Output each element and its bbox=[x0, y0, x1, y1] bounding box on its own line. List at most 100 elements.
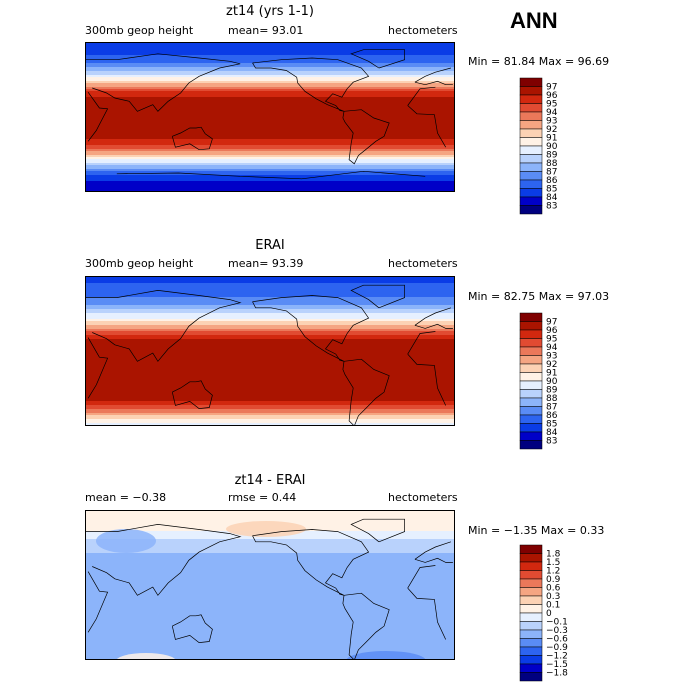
colorbar-tick-label: 90 bbox=[546, 142, 558, 152]
colorbar-tick-label: 89 bbox=[546, 151, 558, 161]
colorbar-swatch bbox=[519, 612, 543, 622]
field-band bbox=[86, 353, 454, 356]
colorbar-swatch bbox=[519, 655, 543, 665]
panel-3-map-field bbox=[86, 511, 454, 659]
field-band bbox=[86, 55, 454, 58]
field-band bbox=[86, 541, 454, 544]
field-band bbox=[86, 615, 454, 618]
colorbar-tick-label: −1.2 bbox=[546, 652, 568, 662]
colorbar-tick-label: 92 bbox=[546, 360, 557, 370]
field-band bbox=[86, 627, 454, 630]
field-band bbox=[86, 105, 454, 108]
field-band bbox=[86, 359, 454, 362]
field-band bbox=[86, 117, 454, 120]
field-band bbox=[86, 89, 454, 92]
panel-1-mean-label: mean= 93.01 bbox=[228, 24, 304, 37]
field-band bbox=[86, 119, 454, 122]
field-band bbox=[86, 415, 454, 418]
colorbar-tick-label: 90 bbox=[546, 377, 558, 387]
colorbar-swatch bbox=[519, 205, 543, 215]
field-band bbox=[86, 81, 454, 84]
field-band bbox=[86, 649, 454, 652]
field-band bbox=[86, 93, 454, 96]
field-band bbox=[86, 515, 454, 518]
field-band bbox=[86, 349, 454, 352]
field-band bbox=[86, 125, 454, 128]
field-band bbox=[86, 611, 454, 614]
field-band bbox=[86, 179, 454, 182]
field-band bbox=[86, 91, 454, 94]
field-band bbox=[86, 603, 454, 606]
field-band bbox=[86, 355, 454, 358]
colorbar-tick-label: 96 bbox=[546, 326, 558, 336]
field-band bbox=[86, 343, 454, 346]
field-band bbox=[86, 647, 454, 650]
field-band bbox=[86, 519, 454, 522]
field-band bbox=[86, 639, 454, 642]
field-band bbox=[86, 181, 454, 184]
coastline bbox=[87, 565, 447, 640]
colorbar-tick-label: 97 bbox=[546, 83, 557, 93]
field-band bbox=[86, 59, 454, 62]
colorbar-swatch bbox=[519, 77, 543, 87]
colorbar-tick-label: 86 bbox=[546, 411, 558, 421]
field-band bbox=[86, 579, 454, 582]
field-band bbox=[86, 283, 454, 286]
field-band bbox=[86, 419, 454, 422]
colorbar-swatch bbox=[519, 621, 543, 631]
field-band bbox=[86, 539, 454, 542]
colorbar-swatch bbox=[519, 672, 543, 682]
colorbar-tick-label: 83 bbox=[546, 437, 557, 447]
field-band bbox=[86, 141, 454, 144]
colorbar-swatch bbox=[519, 372, 543, 382]
field-band bbox=[86, 331, 454, 334]
colorbar-tick-label: 83 bbox=[546, 202, 557, 212]
field-band bbox=[86, 309, 454, 312]
field-band bbox=[86, 87, 454, 90]
field-band bbox=[86, 291, 454, 294]
field-band bbox=[86, 405, 454, 408]
field-band bbox=[86, 393, 454, 396]
field-band bbox=[86, 549, 454, 552]
colorbar-swatch bbox=[519, 389, 543, 399]
colorbar-swatch bbox=[519, 188, 543, 198]
panel-3-map bbox=[85, 510, 455, 660]
field-band bbox=[86, 99, 454, 102]
field-band bbox=[86, 351, 454, 354]
colorbar-tick-label: 1.5 bbox=[546, 558, 560, 568]
field-band bbox=[86, 401, 454, 404]
field-band bbox=[86, 47, 454, 50]
field-band bbox=[86, 43, 454, 46]
colorbar-swatch bbox=[519, 128, 543, 138]
colorbar-tick-label: 0.6 bbox=[546, 584, 561, 594]
field-band bbox=[86, 557, 454, 560]
field-band bbox=[86, 169, 454, 172]
colorbar-tick-label: 91 bbox=[546, 134, 557, 144]
field-band bbox=[86, 163, 454, 166]
panel-2-title: ERAI bbox=[255, 238, 285, 253]
field-band bbox=[86, 553, 454, 556]
field-band bbox=[86, 285, 454, 288]
field-band bbox=[86, 319, 454, 322]
field-band bbox=[86, 605, 454, 608]
coastline bbox=[342, 592, 390, 659]
field-band bbox=[86, 371, 454, 374]
colorbar-tick-label: 93 bbox=[546, 117, 557, 127]
colorbar-swatch bbox=[519, 321, 543, 331]
colorbar-tick-label: −0.9 bbox=[546, 643, 568, 653]
field-band bbox=[86, 175, 454, 178]
colorbar-swatch bbox=[519, 196, 543, 206]
field-band bbox=[86, 123, 454, 126]
field-band bbox=[86, 51, 454, 54]
field-band bbox=[86, 321, 454, 324]
colorbar-tick-label: 0.9 bbox=[546, 575, 561, 585]
panel-3-title: zt14 - ERAI bbox=[234, 473, 306, 488]
field-band bbox=[86, 571, 454, 574]
field-band bbox=[86, 137, 454, 140]
colorbar-tick-label: −1.5 bbox=[546, 660, 568, 670]
field-band bbox=[86, 165, 454, 168]
field-band bbox=[86, 121, 454, 124]
field-band bbox=[86, 381, 454, 384]
field-band bbox=[86, 575, 454, 578]
field-band bbox=[86, 189, 454, 191]
